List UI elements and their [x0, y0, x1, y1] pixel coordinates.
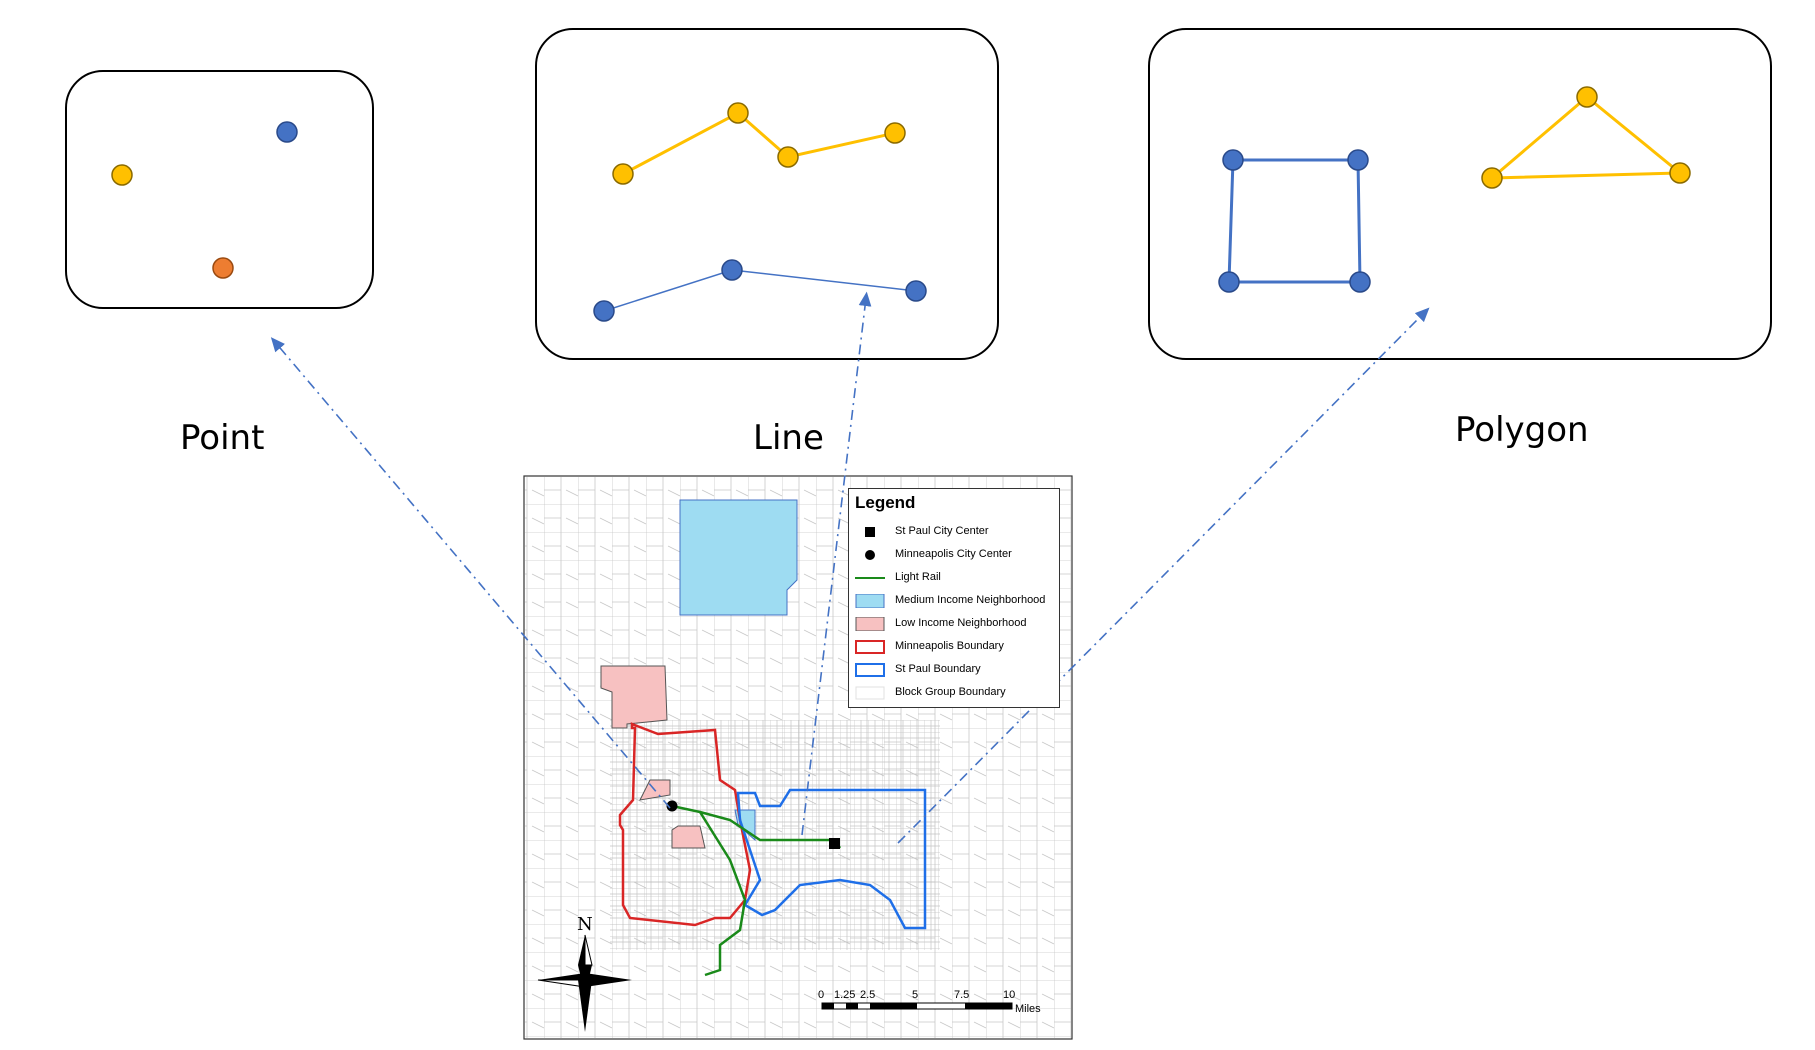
- urban-block-groups: [610, 720, 940, 950]
- line-yellow-vertex: [777, 146, 799, 168]
- polygon-blue-vertex: [1349, 271, 1371, 293]
- arrow-to-line: [801, 291, 872, 836]
- st-paul-city-center: [829, 838, 840, 849]
- legend-item-st-paul-boundary: St Paul Boundary: [855, 661, 1055, 681]
- minneapolis-boundary: [618, 722, 752, 927]
- medium-income-neighborhood: [679, 499, 798, 616]
- point-yellow: [111, 164, 133, 186]
- legend-item-light-rail: Light Rail: [855, 569, 1055, 589]
- scale-tick-label: 0: [818, 989, 824, 1001]
- line-yellow-vertex: [727, 102, 749, 124]
- line-yellow-vertex: [884, 122, 906, 144]
- scale-tick-label: 7.5: [954, 989, 969, 1001]
- polygon-blue-square: [1227, 158, 1362, 284]
- line-blue: [603, 269, 917, 312]
- scale-tick-label: 5: [912, 989, 918, 1001]
- north-label: N: [577, 914, 593, 935]
- line-blue-vertex: [593, 300, 615, 322]
- legend-item-medium-income: Medium Income Neighborhood: [855, 592, 1055, 612]
- low-income-neighborhood: [600, 665, 668, 729]
- point-caption: Point: [180, 418, 265, 458]
- legend-item-block-group-boundary: Block Group Boundary: [855, 684, 1055, 704]
- legend-item-low-income: Low Income Neighborhood: [855, 615, 1055, 635]
- line-blue-vertex: [721, 259, 743, 281]
- light-rail: [671, 804, 747, 977]
- legend-item-st-paul-city-center: St Paul City Center: [855, 523, 1055, 543]
- polygon-yellow-vertex: [1669, 162, 1691, 184]
- polygon-yellow-vertex: [1481, 167, 1503, 189]
- st-paul-boundary: [736, 788, 927, 930]
- legend-label: St Paul City Center: [895, 525, 989, 537]
- legend-label: Medium Income Neighborhood: [895, 594, 1046, 606]
- polygon-yellow-vertex: [1576, 86, 1598, 108]
- legend-title: Legend: [855, 493, 916, 512]
- polygon-blue-vertex: [1347, 149, 1369, 171]
- polygon-blue-vertex: [1218, 271, 1240, 293]
- legend-item-minneapolis-city-center: Minneapolis City Center: [855, 546, 1055, 566]
- point-orange: [212, 257, 234, 279]
- minneapolis-city-center: [666, 800, 678, 812]
- polygon-blue-vertex: [1222, 149, 1244, 171]
- legend-label: St Paul Boundary: [895, 663, 981, 675]
- arrow-to-point: [270, 337, 671, 809]
- north-arrow-icon: [537, 934, 632, 1032]
- legend-label: Light Rail: [895, 571, 941, 583]
- scale-unit-label: Miles: [1015, 1003, 1041, 1015]
- scale-tick-label: 1.25: [834, 989, 855, 1001]
- scale-bar: [821, 1002, 1013, 1010]
- line-blue-vertex: [905, 280, 927, 302]
- legend-item-minneapolis-boundary: Minneapolis Boundary: [855, 638, 1055, 658]
- polygon-panel: [1148, 28, 1772, 360]
- line-yellow-vertex: [612, 163, 634, 185]
- legend-label: Block Group Boundary: [895, 686, 1006, 698]
- low-income-neighborhood: [671, 825, 706, 849]
- polygon-caption: Polygon: [1455, 410, 1589, 450]
- scale-tick-label: 10: [1003, 989, 1015, 1001]
- arrow-to-polygon: [897, 307, 1430, 844]
- point-blue: [276, 121, 298, 143]
- legend-label: Minneapolis City Center: [895, 548, 1012, 560]
- legend-label: Low Income Neighborhood: [895, 617, 1027, 629]
- scale-tick-label: 2.5: [860, 989, 875, 1001]
- legend-label: Minneapolis Boundary: [895, 640, 1004, 652]
- map-legend: Legend St Paul City Center Minneapolis C…: [848, 488, 1060, 708]
- line-caption: Line: [753, 418, 824, 458]
- polygon-yellow-triangle: [1487, 95, 1685, 180]
- line-yellow: [622, 111, 896, 176]
